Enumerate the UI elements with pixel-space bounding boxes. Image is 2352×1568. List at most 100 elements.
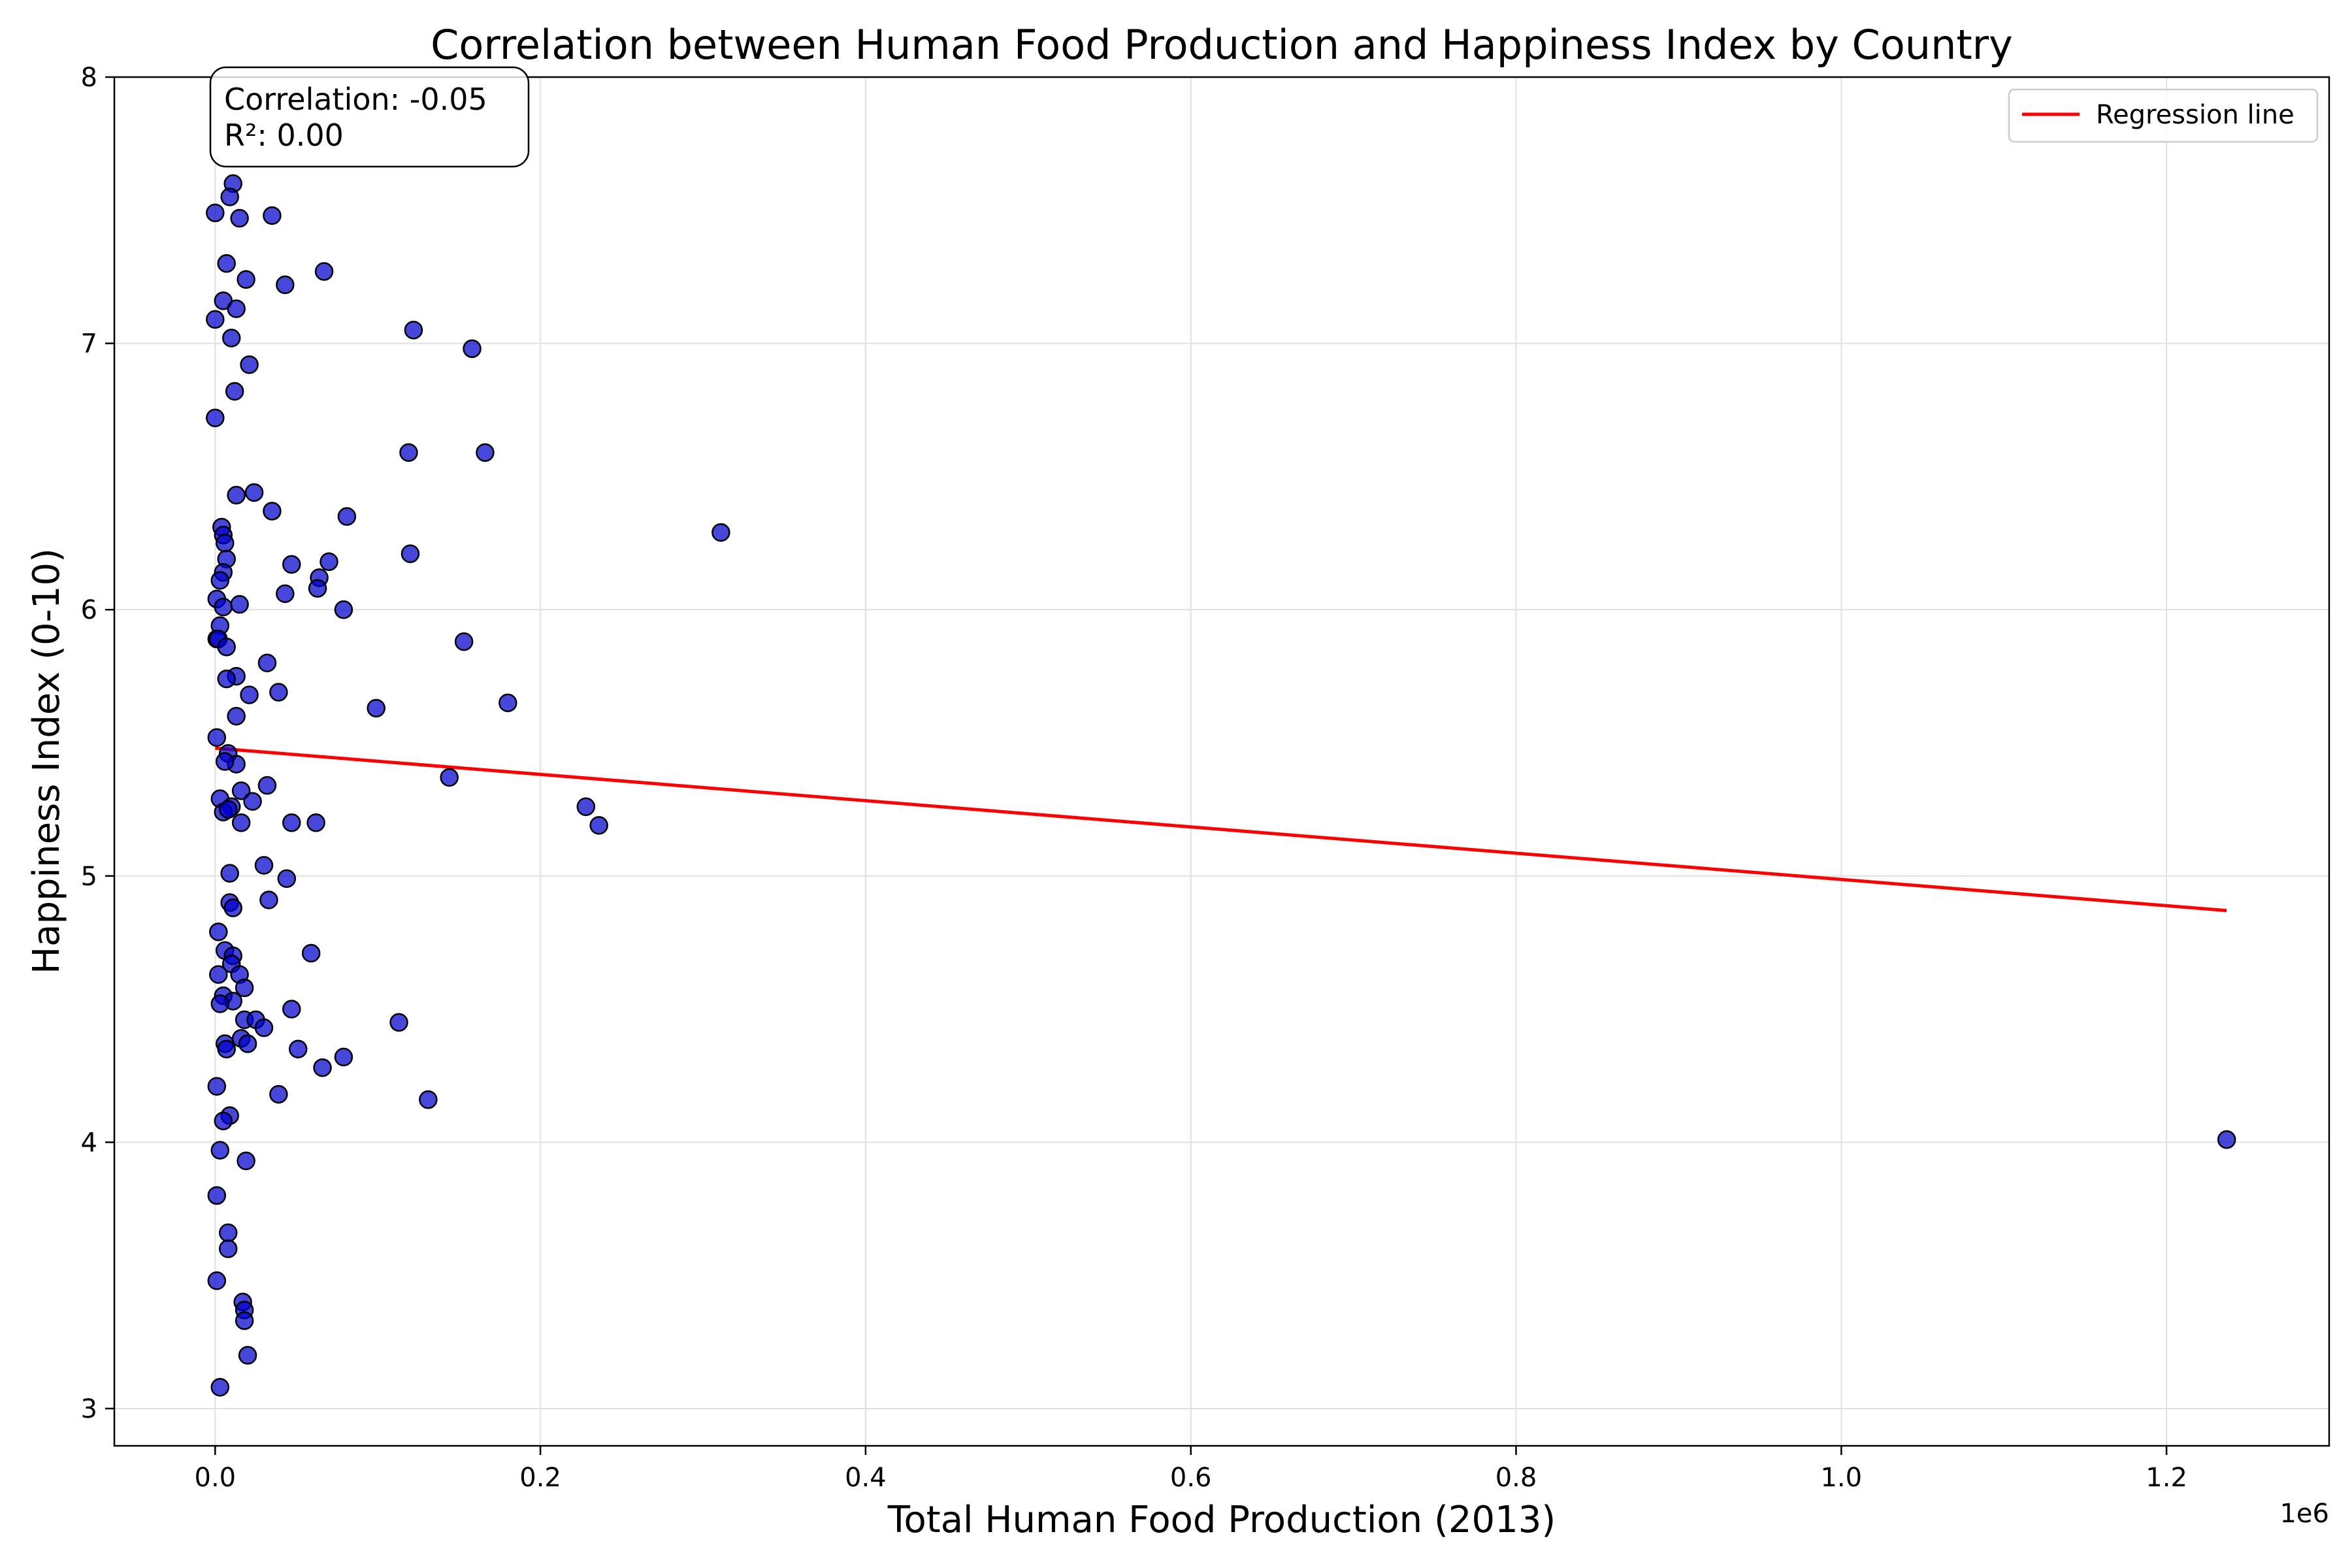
data-point	[306, 813, 325, 832]
data-point	[218, 1239, 238, 1258]
data-point	[231, 813, 251, 832]
x-axis-offset-label: 1e6	[2279, 1499, 2329, 1529]
data-point	[289, 1039, 308, 1058]
data-point	[334, 600, 353, 619]
stats-annotation: Correlation: -0.05 R²: 0.00	[209, 66, 530, 168]
data-point	[235, 978, 254, 998]
legend-regression-label: Regression line	[2096, 100, 2295, 130]
x-axis-label: Total Human Food Production (2013)	[887, 1499, 1556, 1541]
data-point	[404, 320, 423, 340]
data-point	[206, 408, 225, 427]
data-point	[217, 254, 236, 273]
legend: Regression line	[2008, 88, 2319, 143]
data-point	[277, 869, 297, 889]
data-point	[2217, 1130, 2236, 1149]
data-point	[210, 571, 230, 590]
x-tick-label: 1.2	[2146, 1463, 2187, 1493]
y-tick-label: 3	[81, 1394, 97, 1424]
data-point	[476, 443, 495, 462]
data-point	[389, 1013, 408, 1032]
data-point	[711, 523, 730, 542]
chart-title: Correlation between Human Food Productio…	[431, 21, 2013, 69]
plot-frame	[113, 76, 2330, 1447]
data-point	[240, 355, 259, 374]
data-point	[301, 943, 321, 963]
data-point	[227, 299, 246, 318]
data-point	[237, 270, 255, 289]
regression-layer	[215, 746, 2227, 913]
legend-box	[2008, 88, 2319, 143]
y-tick-label: 4	[81, 1128, 97, 1158]
data-point	[419, 1090, 438, 1109]
data-point	[217, 637, 236, 657]
data-point	[209, 965, 228, 984]
points-layer	[206, 174, 2236, 1397]
y-tick-label: 7	[81, 329, 97, 359]
data-point	[221, 329, 241, 348]
x-tick-label: 0.2	[519, 1463, 561, 1493]
data-point	[257, 653, 277, 672]
y-tick-label: 8	[81, 63, 97, 93]
data-point	[227, 485, 246, 505]
stats-annotation-box	[209, 66, 530, 168]
data-point	[498, 693, 517, 713]
data-point	[240, 685, 259, 704]
data-point	[207, 1271, 227, 1290]
data-point	[220, 188, 239, 206]
data-point	[207, 1077, 227, 1096]
data-point	[225, 382, 244, 401]
data-point	[243, 792, 262, 811]
data-point	[231, 781, 251, 800]
x-tick-label: 1.0	[1820, 1463, 1862, 1493]
regression-line	[215, 746, 2227, 913]
data-point	[576, 797, 596, 817]
data-point	[235, 1311, 254, 1330]
data-point	[263, 502, 282, 521]
y-tick-label: 5	[81, 862, 97, 892]
data-point	[254, 1018, 274, 1037]
data-point	[313, 1058, 332, 1077]
data-point	[207, 728, 227, 747]
data-point	[218, 800, 238, 819]
y-tick-label: 6	[81, 595, 97, 625]
data-point	[214, 597, 233, 617]
data-point	[210, 1378, 230, 1397]
x-tick-label: 0.8	[1495, 1463, 1537, 1493]
data-point	[207, 1186, 227, 1205]
data-point	[206, 203, 225, 223]
data-point	[589, 816, 608, 835]
data-point	[399, 443, 418, 462]
data-point	[209, 923, 228, 941]
data-point	[217, 1039, 236, 1058]
correlation-text: Correlation: -0.05	[224, 82, 487, 117]
data-point	[254, 856, 274, 875]
data-point	[210, 1141, 230, 1160]
data-point	[263, 206, 282, 225]
data-point	[238, 1346, 257, 1365]
data-point	[217, 669, 236, 689]
data-point	[282, 555, 301, 574]
data-point	[230, 208, 249, 228]
data-point	[276, 275, 295, 295]
x-axis-ticks: 0.0 0.2 0.4 0.6 0.8 1.0 1.2	[195, 1446, 2187, 1493]
data-point	[269, 683, 288, 702]
data-point	[244, 483, 264, 502]
data-point	[214, 1111, 233, 1130]
data-point	[259, 890, 278, 909]
data-point	[216, 534, 235, 553]
data-point	[269, 1085, 288, 1104]
data-point	[223, 898, 242, 917]
data-point	[206, 310, 225, 329]
data-point	[282, 813, 301, 832]
x-tick-label: 0.4	[845, 1463, 887, 1493]
data-point	[454, 632, 474, 651]
data-point	[367, 698, 385, 718]
data-point	[282, 1000, 301, 1019]
data-point	[440, 768, 459, 787]
data-point	[337, 507, 357, 526]
data-point	[210, 994, 230, 1013]
data-point	[400, 544, 420, 563]
data-point	[334, 1047, 353, 1067]
data-point	[220, 864, 239, 883]
